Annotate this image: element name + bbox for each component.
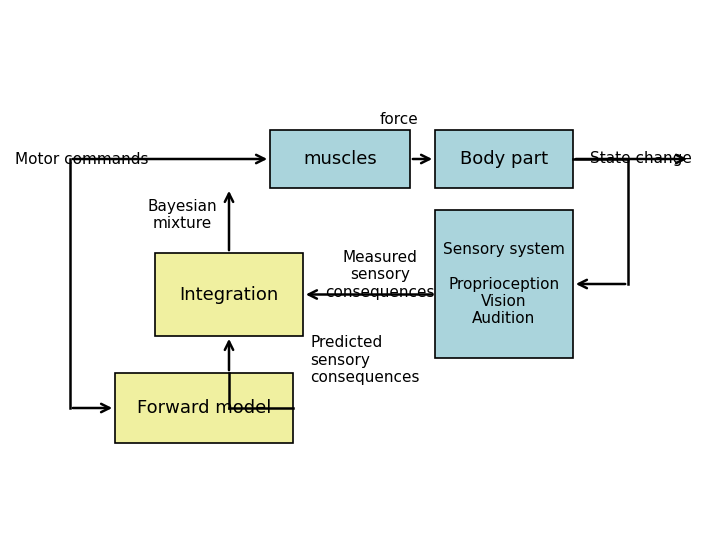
Text: Sensory system

Proprioception
Vision
Audition: Sensory system Proprioception Vision Aud… — [443, 242, 565, 326]
FancyBboxPatch shape — [155, 253, 303, 336]
Text: muscles: muscles — [303, 150, 377, 168]
Text: Body part: Body part — [460, 150, 548, 168]
FancyBboxPatch shape — [435, 130, 573, 188]
FancyBboxPatch shape — [270, 130, 410, 188]
Text: Motor commands: Motor commands — [15, 152, 148, 166]
Text: Bayesian
mixture: Bayesian mixture — [147, 199, 217, 231]
Text: Integration: Integration — [179, 286, 279, 303]
Text: Measured
sensory
consequences: Measured sensory consequences — [325, 250, 435, 300]
Text: Predicted
sensory
consequences: Predicted sensory consequences — [310, 335, 420, 385]
FancyBboxPatch shape — [115, 373, 293, 443]
Text: Forward model: Forward model — [137, 399, 271, 417]
Text: State change: State change — [590, 152, 692, 166]
Text: force: force — [379, 112, 418, 127]
FancyBboxPatch shape — [435, 210, 573, 358]
